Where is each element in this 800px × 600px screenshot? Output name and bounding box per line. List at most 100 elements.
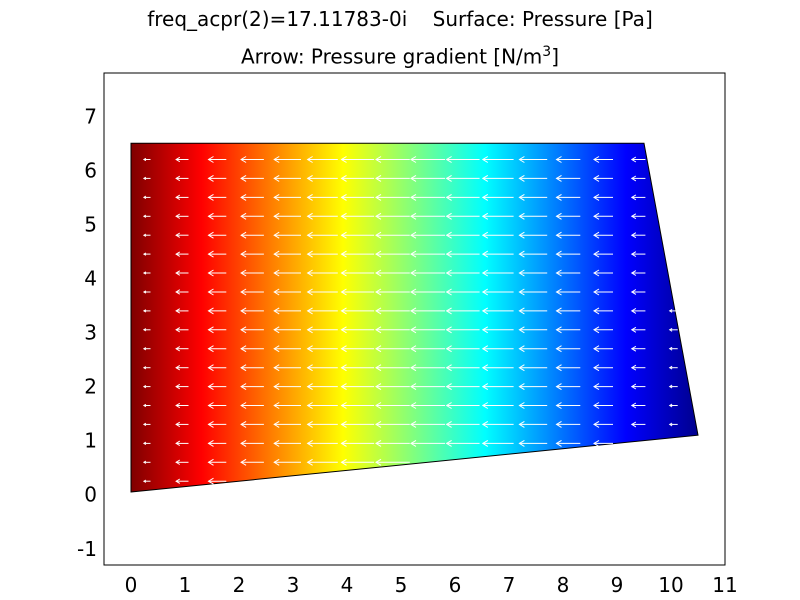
gradient-arrow (340, 402, 375, 409)
gradient-arrow (630, 175, 646, 182)
gradient-arrow (207, 345, 227, 353)
gradient-arrow (175, 364, 189, 371)
gradient-arrow (481, 288, 514, 296)
gradient-arrow (518, 288, 548, 296)
gradient-arrow (273, 420, 301, 428)
y-tick-label: -1 (77, 537, 97, 561)
gradient-arrow (175, 346, 189, 352)
gradient-arrow (481, 420, 514, 428)
gradient-arrow (555, 174, 581, 182)
gradient-arrow (306, 288, 338, 296)
gradient-arrow (375, 326, 410, 334)
gradient-arrow (445, 439, 480, 447)
gradient-arrow (555, 193, 581, 201)
x-tick-label: 1 (179, 573, 192, 597)
gradient-arrow (142, 403, 151, 408)
gradient-arrow (306, 156, 338, 163)
gradient-arrow (445, 364, 480, 372)
gradient-arrow (142, 422, 151, 427)
gradient-arrow (518, 231, 548, 239)
gradient-arrow (340, 174, 375, 182)
gradient-arrow (340, 212, 375, 220)
gradient-arrow (445, 345, 480, 353)
gradient-arrow (240, 212, 264, 220)
gradient-arrow (142, 309, 151, 313)
gradient-arrow (410, 420, 445, 428)
gradient-arrow (518, 383, 548, 391)
gradient-arrow (306, 326, 338, 334)
gradient-arrow (481, 439, 514, 447)
gradient-arrow (240, 174, 264, 182)
gradient-arrow (481, 364, 514, 372)
gradient-arrow (306, 269, 338, 277)
gradient-arrow (668, 403, 678, 408)
gradient-arrow (240, 420, 264, 428)
gradient-arrow (273, 439, 301, 447)
x-tick-label: 2 (233, 573, 246, 597)
gradient-arrow (375, 439, 410, 447)
gradient-arrow (518, 156, 548, 163)
gradient-arrow (555, 402, 581, 409)
gradient-arrow (555, 231, 581, 239)
gradient-arrow (630, 270, 646, 276)
y-tick-label: 5 (84, 212, 97, 236)
gradient-arrow (375, 420, 410, 428)
gradient-arrow (518, 193, 548, 201)
gradient-arrow (593, 439, 613, 447)
gradient-arrow (555, 364, 581, 372)
gradient-arrow (306, 174, 338, 182)
gradient-arrow (306, 364, 338, 372)
gradient-arrow (481, 383, 514, 391)
gradient-arrow (630, 194, 646, 201)
gradient-arrow (375, 383, 410, 391)
gradient-arrow (481, 326, 514, 334)
gradient-arrow (410, 269, 445, 277)
gradient-arrow (142, 384, 151, 389)
gradient-arrow (175, 308, 189, 314)
gradient-arrow (142, 195, 151, 200)
gradient-arrow (240, 156, 264, 163)
gradient-arrow (593, 288, 613, 296)
gradient-arrow (630, 326, 646, 333)
gradient-arrow (142, 479, 151, 483)
gradient-arrow (555, 307, 581, 315)
gradient-arrow (518, 402, 548, 409)
gradient-arrow (410, 383, 445, 391)
gradient-arrow (142, 347, 151, 351)
gradient-arrow (207, 288, 227, 296)
gradient-arrow (481, 250, 514, 258)
gradient-arrow (340, 307, 375, 315)
gradient-arrow (593, 174, 613, 182)
gradient-arrow (481, 174, 514, 182)
gradient-arrow (375, 212, 410, 220)
gradient-arrow (240, 364, 264, 372)
gradient-arrow (593, 212, 613, 220)
gradient-arrow (593, 345, 613, 353)
gradient-arrow (410, 402, 445, 409)
gradient-arrow (630, 402, 646, 409)
gradient-arrow (410, 307, 445, 315)
gradient-arrow (668, 422, 678, 427)
x-tick-label: 9 (611, 573, 624, 597)
gradient-arrow (668, 327, 678, 332)
subtitle-end: ] (551, 44, 559, 69)
gradient-arrow (481, 345, 514, 353)
gradient-arrow (175, 251, 189, 257)
gradient-arrow (555, 383, 581, 391)
gradient-arrow (668, 308, 678, 313)
gradient-arrow (410, 212, 445, 220)
gradient-arrow (375, 345, 410, 353)
gradient-arrow (410, 439, 445, 447)
gradient-arrow (240, 439, 264, 447)
gradient-arrow (375, 307, 410, 315)
gradient-arrow (306, 212, 338, 220)
x-tick-label: 7 (503, 573, 516, 597)
gradient-arrow (240, 288, 264, 296)
gradient-arrow (240, 345, 264, 353)
gradient-arrow (207, 193, 227, 201)
x-tick-label: 4 (341, 573, 354, 597)
gradient-arrow (375, 174, 410, 182)
gradient-arrow (240, 402, 264, 409)
gradient-arrow (142, 441, 151, 446)
gradient-arrow (445, 383, 480, 391)
